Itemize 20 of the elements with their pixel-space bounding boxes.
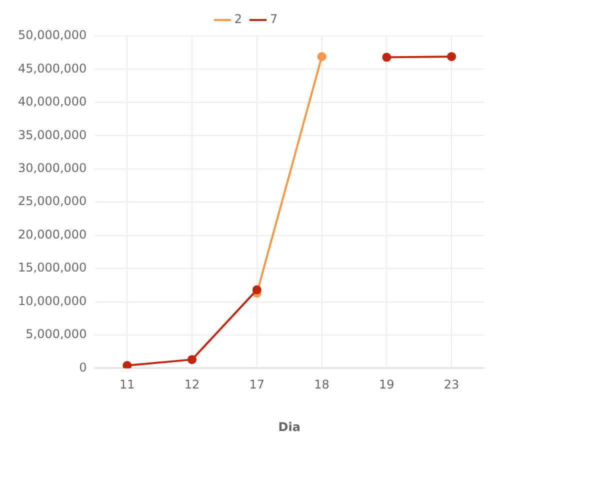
y-tick-label: 15,000,000	[18, 260, 87, 275]
x-tick-label: 23	[444, 378, 460, 392]
legend-label: 2	[234, 12, 242, 26]
y-tick-label: 40,000,000	[18, 94, 87, 109]
x-tick-label: 12	[184, 378, 200, 392]
y-tick-label: 0	[79, 360, 87, 374]
x-tick-label: 19	[379, 378, 394, 392]
y-tick-label: 25,000,000	[18, 194, 87, 208]
x-axis-title: Dia	[278, 420, 300, 434]
legend-label: 7	[270, 12, 278, 26]
x-tick-label: 18	[314, 378, 330, 392]
y-tick-label: 35,000,000	[18, 128, 87, 142]
y-tick-label: 50,000,000	[18, 28, 87, 42]
x-tick-label: 17	[249, 378, 265, 392]
y-tick-label: 30,000,000	[18, 161, 87, 176]
y-tick-label: 10,000,000	[18, 294, 87, 308]
x-tick-label: 11	[120, 378, 135, 392]
y-tick-label: 20,000,000	[18, 227, 87, 242]
y-tick-label: 5,000,000	[26, 327, 87, 342]
y-tick-label: 45,000,000	[18, 61, 87, 76]
